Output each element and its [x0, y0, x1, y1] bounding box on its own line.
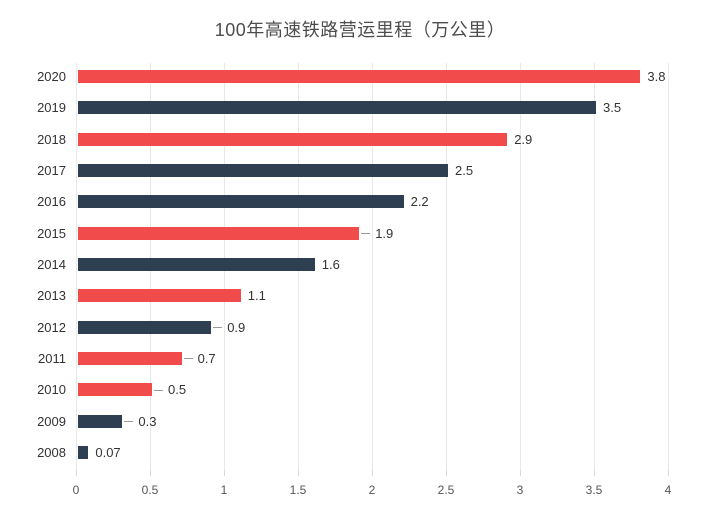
- y-axis-category-label: 2018: [37, 131, 66, 147]
- y-axis-category-label: 2010: [37, 382, 66, 398]
- y-axis-category-label: 2013: [37, 288, 66, 304]
- axis-tick: [76, 470, 77, 476]
- gridline: [668, 63, 669, 470]
- y-axis-category-label: 2016: [37, 194, 66, 210]
- y-axis-category-label: 2017: [37, 163, 66, 179]
- bar-2012: [78, 320, 212, 334]
- label-leader-dash: [361, 233, 371, 235]
- bar-value-label: 2.5: [455, 163, 474, 179]
- x-axis-tick-label: 1.5: [289, 483, 307, 497]
- y-axis-category-label: 2020: [37, 69, 66, 85]
- axis-tick: [150, 470, 151, 476]
- x-axis-tick-label: 1: [220, 483, 228, 497]
- label-leader-dash: [213, 327, 223, 329]
- x-axis-tick-label: 2.5: [437, 483, 455, 497]
- bar-value-label: 0.7: [197, 350, 216, 366]
- bar-2011: [78, 351, 182, 365]
- gridline: [76, 63, 77, 470]
- x-axis-tick-label: 4: [664, 483, 672, 497]
- x-axis-tick-label: 0: [72, 483, 80, 497]
- label-leader-dash: [183, 358, 193, 360]
- bar-value-label: 0.9: [227, 319, 246, 335]
- bar-2009: [78, 414, 123, 428]
- x-axis-tick-label: 3.5: [585, 483, 603, 497]
- axis-tick: [224, 470, 225, 476]
- bar-2019: [78, 101, 596, 115]
- bar-2020: [78, 70, 641, 84]
- bar-value-label: 1.6: [321, 257, 340, 272]
- bar-2016: [78, 195, 404, 209]
- x-axis-tick-label: 2: [368, 483, 376, 497]
- bar-2008: [78, 445, 89, 459]
- bar-value-label: 2.9: [514, 131, 533, 147]
- y-axis-category-label: 2012: [37, 319, 66, 335]
- y-axis-category-label: 2011: [38, 350, 66, 366]
- axis-tick: [446, 470, 447, 476]
- bar-value-label: 0.3: [138, 413, 157, 429]
- gridline: [594, 63, 595, 470]
- bar-value-label: 1.1: [247, 288, 266, 304]
- axis-tick: [594, 470, 595, 476]
- chart-title: 100年高速铁路营运里程（万公里）: [214, 20, 506, 40]
- axis-tick: [372, 470, 373, 476]
- bar-2010: [78, 383, 152, 397]
- plot-area: 3.8 3.5 2.9 2.5 2.2 1.9 1.6 1.1 0.9 0.7 0.5 0.3 0.07: [76, 63, 669, 470]
- axis-tick: [298, 470, 299, 476]
- label-leader-dash: [124, 421, 134, 423]
- y-axis-category-label: 2014: [37, 257, 66, 272]
- bar-value-label: 3.5: [603, 100, 622, 116]
- bar-value-label: 0.5: [168, 382, 187, 398]
- bar-value-label: 2.2: [410, 194, 429, 210]
- bar-2017: [78, 164, 448, 178]
- bar-value-label: 3.8: [647, 69, 666, 85]
- x-axis-tick-label: 3: [516, 483, 524, 497]
- y-axis-category-label: 2019: [37, 100, 66, 116]
- y-axis-category-label: 2008: [37, 444, 66, 460]
- bar-2013: [78, 289, 241, 303]
- gridline: [520, 63, 521, 470]
- y-axis-category-label: 2015: [37, 225, 66, 241]
- bar-value-label: 0.07: [95, 444, 121, 460]
- bar-2018: [78, 132, 508, 146]
- bar-value-label: 1.9: [375, 225, 394, 241]
- axis-tick: [668, 470, 669, 476]
- bar-2014: [78, 258, 315, 271]
- x-axis-tick-label: 0.5: [141, 483, 159, 497]
- label-leader-dash: [154, 389, 163, 391]
- gridline: [372, 63, 373, 470]
- bar-2015: [78, 226, 360, 240]
- y-axis-category-label: 2009: [37, 413, 66, 429]
- gridline: [446, 63, 447, 470]
- axis-tick: [520, 470, 521, 476]
